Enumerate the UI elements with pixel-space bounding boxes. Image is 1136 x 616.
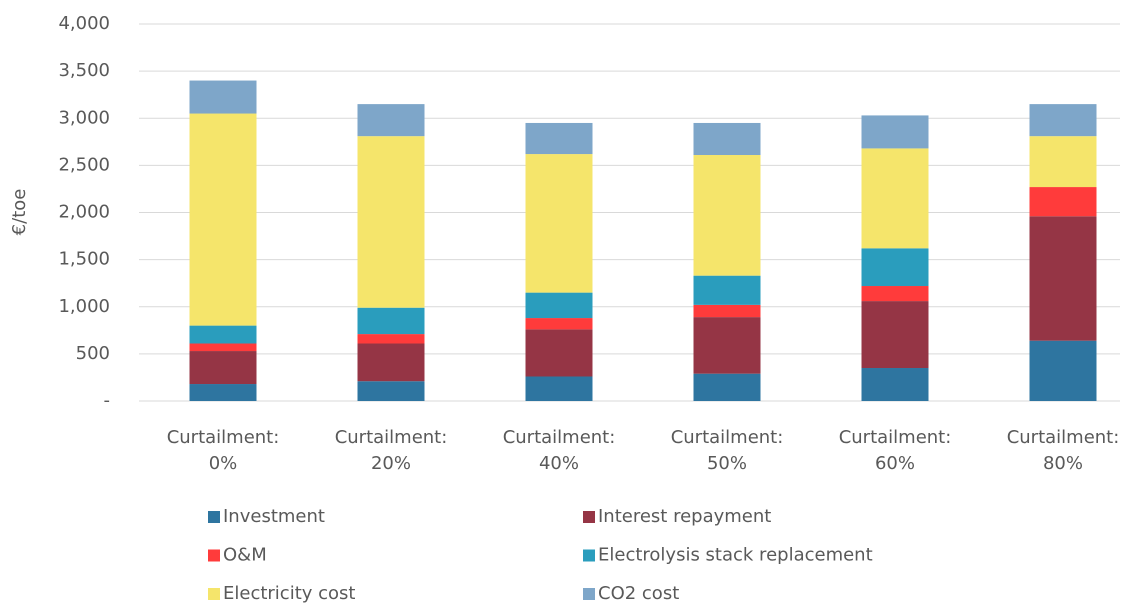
bar-segment (693, 275, 761, 305)
legend-label: Electricity cost (223, 583, 355, 604)
bar-segment (693, 304, 761, 318)
bar-segment (693, 155, 761, 276)
bar-segment (357, 104, 425, 137)
bar-segment (525, 329, 593, 377)
bar-segment (693, 122, 761, 156)
y-tick-label: - (104, 390, 111, 411)
legend-swatch (208, 549, 220, 562)
bar-segment (525, 318, 593, 330)
bar-segment (189, 80, 257, 114)
y-tick-label: 1,000 (58, 296, 110, 317)
bar-segment (1029, 136, 1097, 188)
bar-segment (525, 376, 593, 401)
legend-swatch (583, 511, 595, 523)
y-tick-label: 1,500 (58, 249, 110, 270)
bar-segment (693, 373, 761, 401)
bar-segment (861, 286, 929, 302)
bar-segment (357, 334, 425, 344)
bar-segment (1029, 187, 1097, 217)
bar-segment (861, 148, 929, 249)
x-tick-label: Curtailment: 20% (335, 427, 448, 474)
legend-label: CO2 cost (598, 583, 679, 604)
legend-swatch (583, 549, 595, 562)
y-tick-label: 500 (76, 343, 110, 364)
bar-segment (189, 343, 257, 352)
bar-segment (861, 301, 929, 369)
bar-segment (861, 115, 929, 149)
y-tick-label: 2,500 (58, 154, 110, 175)
bar-segment (357, 307, 425, 335)
x-tick-label: Curtailment: 60% (839, 427, 952, 474)
x-tick-label: Curtailment: 80% (1007, 427, 1120, 474)
y-tick-label: 3,000 (58, 107, 110, 128)
bar-segment (861, 248, 929, 287)
bar-segment (861, 368, 929, 401)
legend-swatch (583, 588, 595, 600)
bar-segment (357, 136, 425, 308)
bar-segment (189, 113, 257, 326)
bar-segment (1029, 216, 1097, 341)
y-axis-label: €/toe (9, 189, 30, 236)
bar-segment (525, 122, 593, 155)
bar-segment (357, 381, 425, 401)
bar-segment (357, 343, 425, 382)
bar-segment (525, 154, 593, 293)
bar-segment (189, 325, 257, 344)
bar-segment (525, 292, 593, 319)
x-tick-label: Curtailment: 50% (671, 427, 784, 474)
y-tick-label: 4,000 (58, 13, 110, 34)
x-tick-label: Curtailment: 40% (503, 427, 616, 474)
legend-swatch (208, 588, 220, 600)
bar-segment (189, 384, 257, 401)
legend-label: Investment (223, 506, 325, 527)
legend-label: O&M (223, 545, 267, 566)
x-tick-label: Curtailment: 0% (167, 427, 280, 474)
bar-segment (693, 317, 761, 374)
y-tick-label: 3,500 (58, 60, 110, 81)
legend-label: Electrolysis stack replacement (598, 545, 873, 566)
legend-swatch (208, 511, 220, 523)
bar-segment (1029, 104, 1097, 137)
bar-segment (189, 351, 257, 385)
y-tick-label: 2,000 (58, 202, 110, 223)
legend-label: Interest repayment (598, 506, 771, 527)
bar-segment (1029, 340, 1097, 401)
